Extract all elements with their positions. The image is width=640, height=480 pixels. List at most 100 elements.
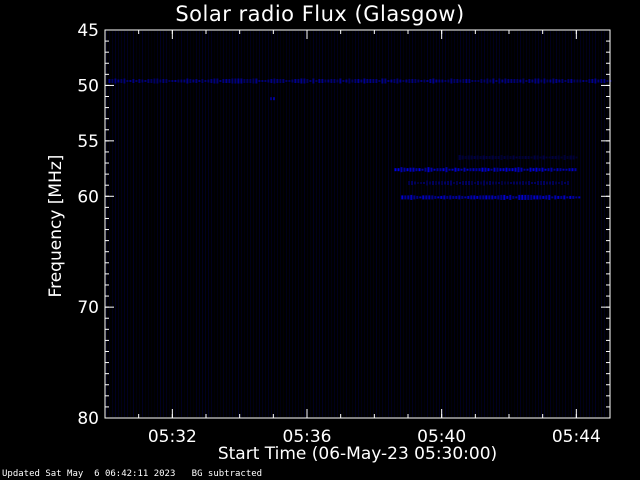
noise-column: [301, 31, 302, 417]
feature-segment: [309, 80, 312, 82]
feature-segment: [246, 79, 249, 83]
y-axis: 45 50 55 60 70 80: [77, 21, 610, 429]
feature-segment: [451, 168, 454, 171]
feature-segment: [390, 79, 393, 83]
noise-column: [508, 31, 509, 417]
feature-segment: [555, 181, 557, 185]
feature-segment: [555, 79, 558, 83]
noise-column: [352, 31, 353, 417]
feature-segment: [565, 168, 568, 171]
noise-column: [403, 31, 404, 417]
feature-segment: [417, 182, 419, 184]
noise-column: [199, 31, 200, 417]
feature-segment: [495, 80, 498, 82]
feature-segment: [348, 78, 351, 84]
feature-segment: [306, 79, 309, 83]
noise-column: [292, 31, 293, 417]
feature-segment: [413, 195, 416, 200]
feature-segment: [330, 79, 333, 83]
feature-segment: [384, 78, 387, 84]
noise-column: [523, 31, 524, 417]
feature-segment: [441, 79, 444, 83]
noise-column: [529, 31, 530, 417]
feature-segment: [204, 80, 207, 82]
feature-segment: [504, 78, 507, 84]
noise-column: [175, 31, 176, 417]
feature-emission-band: [458, 155, 578, 160]
noise-column: [280, 31, 281, 417]
noise-column: [121, 31, 122, 417]
feature-segment: [531, 79, 534, 83]
feature-segment: [342, 80, 345, 82]
feature-segment: [168, 80, 171, 82]
feature-segment: [183, 79, 186, 83]
noise-column: [202, 31, 203, 417]
feature-segment: [496, 167, 499, 172]
feature-segment: [427, 167, 430, 173]
feature-segment: [511, 168, 514, 172]
feature-segment: [497, 195, 500, 200]
feature-segment: [551, 156, 554, 159]
feature-segment: [408, 181, 410, 185]
feature-segment: [174, 80, 177, 82]
feature-segment: [552, 181, 554, 185]
noise-column: [157, 31, 158, 417]
noise-column: [316, 31, 317, 417]
noise-column: [106, 31, 107, 417]
noise-column: [547, 31, 548, 417]
feature-segment: [159, 79, 162, 83]
feature-segment: [300, 78, 303, 84]
feature-segment: [531, 182, 533, 184]
feature-segment: [600, 79, 603, 83]
feature-segment: [549, 79, 552, 83]
feature-segment: [210, 79, 213, 83]
noise-column: [124, 31, 125, 417]
feature-segment: [482, 155, 485, 160]
feature-segment: [400, 167, 403, 173]
feature-segment: [591, 79, 594, 83]
feature-segment: [559, 168, 562, 172]
feature-segment: [477, 80, 480, 82]
feature-segment: [479, 156, 482, 159]
feature-segment: [459, 79, 462, 83]
feature-segment: [480, 79, 483, 83]
feature-segment: [517, 167, 520, 173]
noise-column: [562, 31, 563, 417]
noise-column: [127, 31, 128, 417]
feature-segment: [560, 195, 563, 199]
feature-segment: [483, 180, 485, 186]
feature-segment: [562, 168, 565, 171]
feature-segment: [452, 195, 455, 199]
feature-segment: [500, 155, 503, 160]
feature-segment: [567, 79, 570, 83]
noise-column: [343, 31, 344, 417]
feature-segment: [474, 182, 476, 184]
y-tick-label: 55: [77, 132, 99, 152]
spectrogram-area: [106, 31, 608, 417]
feature-segment: [544, 168, 547, 171]
noise-column: [394, 31, 395, 417]
feature-segment: [201, 79, 204, 83]
feature-segment: [572, 155, 575, 160]
feature-segment: [545, 156, 548, 159]
feature-segment: [442, 168, 445, 172]
feature-segment: [430, 167, 433, 172]
feature-segment: [428, 195, 431, 200]
feature-segment: [111, 79, 114, 83]
feature-segment: [303, 78, 306, 84]
feature-segment: [447, 181, 449, 185]
feature-segment: [506, 195, 509, 199]
feature-segment: [539, 156, 542, 159]
feature-segment: [369, 79, 372, 83]
feature-segment: [444, 80, 447, 82]
noise-column: [232, 31, 233, 417]
feature-segment: [261, 80, 264, 82]
feature-segment: [450, 78, 453, 84]
noise-column: [151, 31, 152, 417]
noise-column: [139, 31, 140, 417]
noise-column: [577, 31, 578, 417]
feature-segment: [228, 79, 231, 83]
feature-emission-band: [401, 194, 581, 200]
feature-segment: [418, 168, 421, 172]
feature-segment: [415, 168, 418, 172]
